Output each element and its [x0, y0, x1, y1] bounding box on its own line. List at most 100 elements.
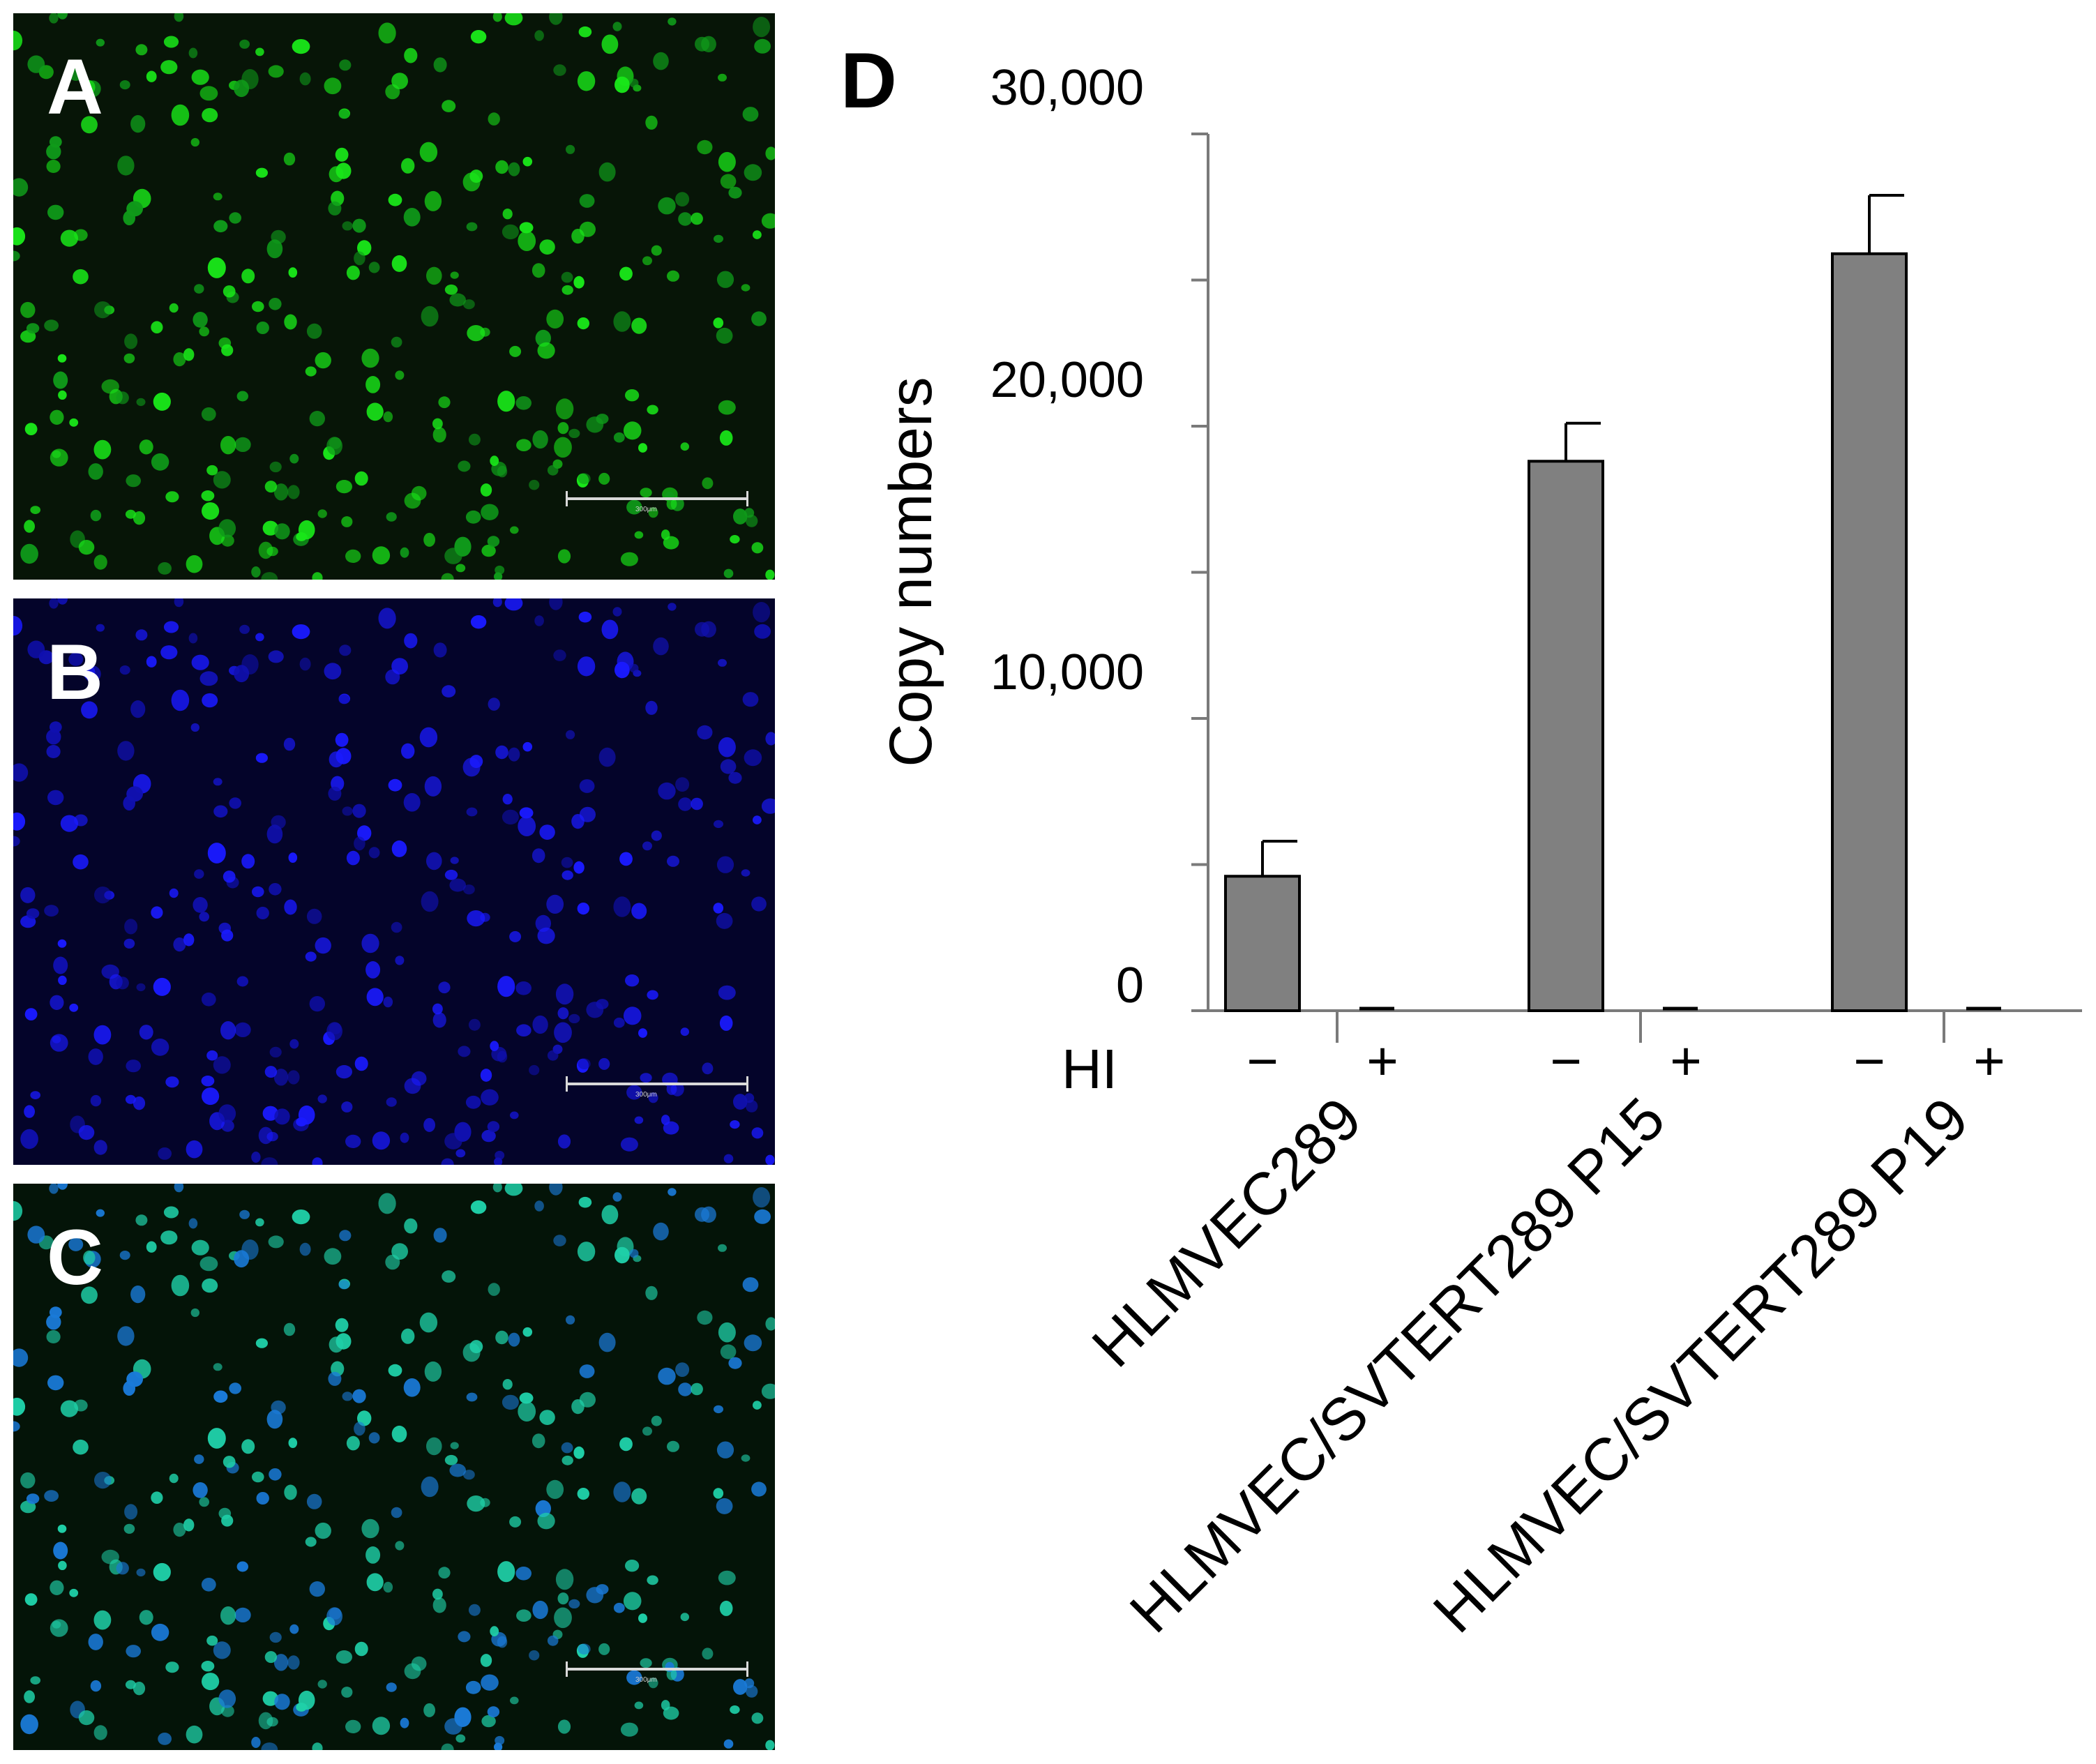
- cell-nucleus: [403, 208, 421, 227]
- cell-nucleus: [239, 624, 250, 634]
- cell-nucleus: [631, 903, 647, 919]
- cell-nucleus: [561, 271, 573, 283]
- cell-nucleus: [188, 633, 198, 644]
- cell-nucleus: [701, 36, 716, 52]
- cell-image-green: [13, 13, 775, 580]
- cell-nucleus: [361, 1518, 379, 1539]
- cell-nucleus: [305, 951, 317, 962]
- cell-nucleus: [194, 869, 204, 879]
- cell-nucleus: [404, 1218, 418, 1234]
- cell-nucleus: [458, 460, 471, 472]
- cell-nucleus: [481, 1714, 496, 1728]
- cell-nucleus: [620, 1722, 638, 1737]
- cell-nucleus: [537, 927, 555, 944]
- cell-nucleus: [648, 1678, 658, 1689]
- cell-nucleus: [400, 1717, 409, 1728]
- cell-nucleus: [488, 112, 500, 126]
- cell-nucleus: [273, 1654, 289, 1671]
- cell-nucleus: [366, 402, 384, 421]
- cell-nucleus: [365, 376, 381, 393]
- cell-nucleus: [264, 1066, 278, 1078]
- cell-nucleus: [751, 1127, 764, 1139]
- cell-nucleus: [299, 657, 311, 671]
- cell-nucleus: [518, 816, 536, 836]
- hi-sign-label: −: [1853, 1030, 1885, 1092]
- cell-nucleus: [46, 745, 61, 758]
- cell-nucleus: [573, 1446, 585, 1459]
- micrograph-panel-b: B 300μm: [13, 598, 775, 1165]
- cell-nucleus: [342, 221, 353, 231]
- cell-nucleus: [171, 104, 190, 126]
- cell-nucleus: [201, 1578, 216, 1592]
- cell-nucleus: [744, 164, 762, 181]
- cell-nucleus: [442, 100, 456, 112]
- cell-nucleus: [256, 1492, 269, 1505]
- cell-nucleus: [532, 430, 548, 449]
- cell-nucleus: [68, 652, 84, 666]
- cell-nucleus: [765, 1317, 775, 1331]
- cell-nucleus: [124, 333, 138, 349]
- cell-nucleus: [119, 665, 130, 675]
- cell-nucleus: [744, 1334, 762, 1352]
- cell-nucleus: [522, 156, 533, 167]
- cell-nucleus: [444, 1454, 458, 1465]
- cell-nucleus: [47, 1375, 64, 1391]
- cell-nucleus: [283, 737, 296, 751]
- cell-nucleus: [160, 645, 178, 660]
- cell-nucleus: [450, 271, 459, 279]
- cell-nucleus: [202, 1087, 220, 1106]
- cell-nucleus: [497, 1050, 508, 1063]
- cell-nucleus: [201, 407, 216, 421]
- cell-nucleus: [288, 1438, 298, 1448]
- panel-label-d: D: [840, 37, 897, 124]
- cell-nucleus: [391, 1425, 407, 1442]
- cell-nucleus: [615, 661, 630, 679]
- cell-nucleus: [151, 1491, 163, 1504]
- cell-nucleus: [561, 285, 573, 295]
- cell-nucleus: [578, 1643, 591, 1654]
- cell-nucleus: [391, 336, 402, 348]
- cell-nucleus: [44, 319, 59, 331]
- cell-nucleus: [411, 1071, 427, 1086]
- cell-nucleus: [421, 891, 439, 912]
- cell-nucleus: [315, 1522, 331, 1539]
- cell-nucleus: [449, 878, 466, 892]
- cell-nucleus: [557, 422, 569, 435]
- cell-nucleus: [27, 640, 45, 658]
- cell-nucleus: [516, 439, 531, 451]
- cell-nucleus: [497, 1636, 508, 1648]
- cell-nucleus: [94, 1472, 112, 1489]
- cell-nucleus: [284, 314, 297, 330]
- cell-nucleus: [306, 323, 322, 339]
- hi-sign-label: −: [1246, 1030, 1279, 1092]
- cell-nucleus: [549, 1184, 563, 1196]
- cell-nucleus: [518, 1401, 536, 1422]
- cell-nucleus: [612, 607, 622, 617]
- cell-nucleus: [135, 1214, 148, 1226]
- cell-nucleus: [289, 1624, 299, 1634]
- cell-nucleus: [130, 700, 146, 718]
- cell-nucleus: [136, 983, 146, 992]
- cell-nucleus: [638, 1613, 647, 1623]
- cell-nucleus: [188, 1218, 198, 1229]
- cell-nucleus: [234, 665, 250, 683]
- cell-nucleus: [625, 389, 640, 402]
- cell-nucleus: [338, 1280, 350, 1290]
- cell-nucleus: [201, 1076, 215, 1087]
- cell-nucleus: [266, 1410, 283, 1429]
- cell-nucleus: [354, 1641, 368, 1657]
- cell-nucleus: [718, 1322, 736, 1343]
- cell-nucleus: [255, 1338, 268, 1348]
- cell-nucleus: [213, 1390, 228, 1403]
- cell-nucleus: [202, 502, 220, 520]
- cell-nucleus: [566, 730, 575, 739]
- cell-nucleus: [539, 1410, 555, 1425]
- cell-nucleus: [49, 1306, 62, 1318]
- cell-nucleus: [213, 1641, 231, 1659]
- cell-nucleus: [126, 1060, 141, 1073]
- cell-nucleus: [653, 1222, 669, 1241]
- cell-nucleus: [329, 166, 344, 183]
- cell-nucleus: [746, 1100, 758, 1113]
- cell-nucleus: [151, 453, 169, 471]
- cell-nucleus: [220, 436, 236, 455]
